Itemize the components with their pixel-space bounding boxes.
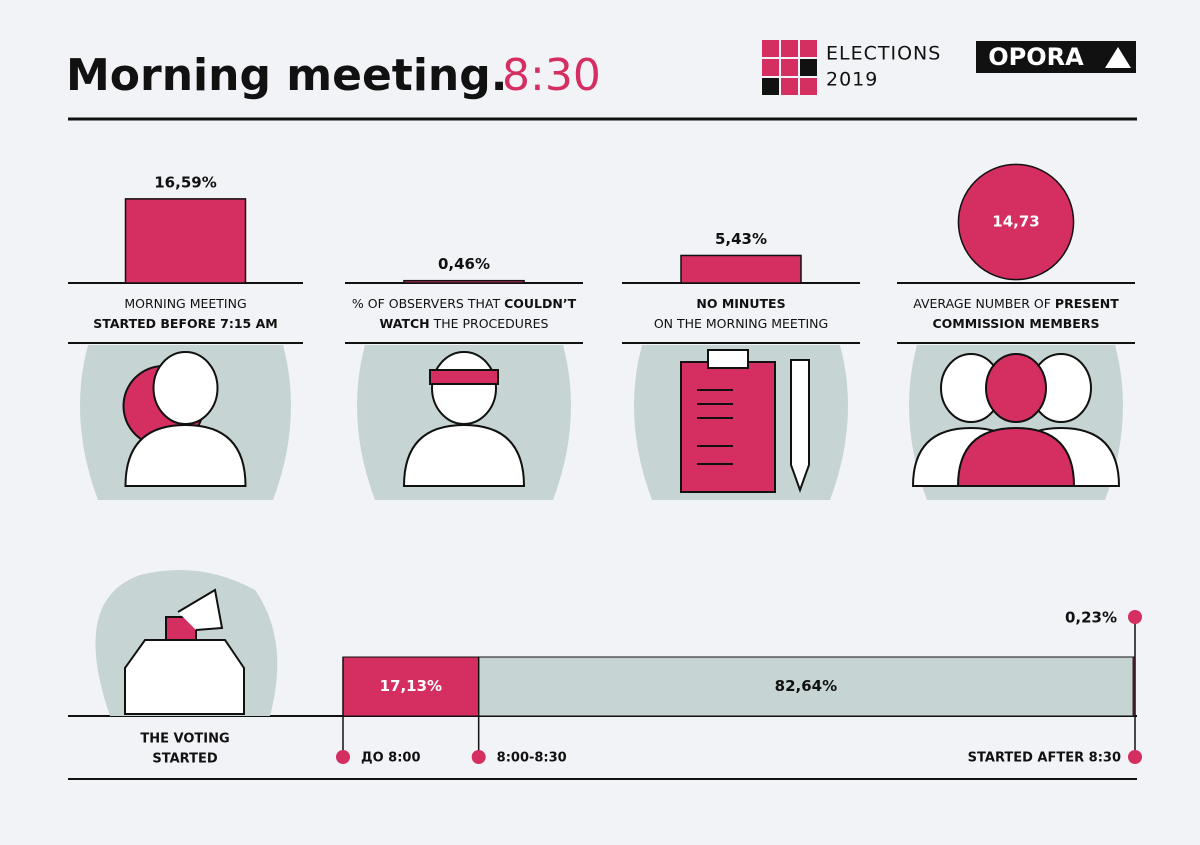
caption-part: % OF OBSERVERS THAT — [352, 296, 504, 311]
icon — [680, 349, 810, 493]
brand: OPORA — [988, 43, 1084, 71]
marker-dot — [1128, 610, 1142, 624]
caption: ON THE MORNING MEETING — [654, 316, 828, 331]
body — [124, 423, 247, 487]
body — [956, 426, 1076, 487]
logo-line: ELECTIONS — [826, 43, 941, 65]
caption-part: MORNING MEETING — [124, 296, 246, 311]
hand — [177, 588, 224, 631]
body — [402, 423, 526, 487]
value-label: 0,23% — [1065, 609, 1117, 627]
segment — [478, 656, 1134, 717]
head — [431, 351, 497, 425]
head — [152, 351, 219, 425]
caption-part: STARTED BEFORE 7:15 AM — [93, 316, 277, 331]
title-time: 8:30 — [502, 50, 601, 101]
segment — [342, 656, 480, 717]
elections-logo — [762, 40, 817, 95]
bar — [680, 254, 802, 284]
caption: NO MINUTES — [696, 296, 785, 311]
caption: COMMISSION MEMBERS — [933, 316, 1100, 331]
blindfold — [429, 369, 499, 385]
range-label: 8:00-8:30 — [497, 751, 567, 766]
clipboard — [680, 361, 776, 493]
caption: % OF OBSERVERS THAT COULDN’T — [352, 296, 577, 311]
caption: STARTED BEFORE 7:15 AM — [93, 316, 277, 331]
clip — [707, 349, 749, 369]
voting-caption: THE VOTING — [140, 732, 229, 747]
caption-part: NO MINUTES — [696, 296, 785, 311]
caption: AVERAGE NUMBER OF PRESENT — [913, 296, 1119, 311]
caption: WATCH THE PROCEDURES — [380, 316, 549, 331]
range-label: ДО 8:00 — [361, 751, 421, 766]
brand-triangle — [1105, 47, 1131, 68]
value-label: 17,13% — [380, 677, 442, 695]
circle — [957, 163, 1075, 281]
voting-caption: STARTED — [152, 752, 217, 767]
marker-dot — [336, 750, 350, 764]
head — [985, 353, 1047, 423]
ballot-box — [124, 639, 245, 715]
value-label: 16,59% — [154, 173, 216, 191]
caption-part: COULDN’T — [504, 296, 577, 311]
icon — [402, 351, 526, 487]
caption-part: COMMISSION MEMBERS — [933, 316, 1100, 331]
logo-line: 2019 — [826, 69, 878, 91]
caption-part: ON THE MORNING MEETING — [654, 316, 828, 331]
caption-part: PRESENT — [1055, 296, 1119, 311]
marker-dot — [1128, 750, 1142, 764]
caption-part: WATCH — [380, 316, 430, 331]
caption: MORNING MEETING — [124, 296, 246, 311]
bar — [124, 198, 247, 284]
icon — [122, 351, 247, 487]
caption-part: AVERAGE NUMBER OF — [913, 296, 1055, 311]
caption-part: THE PROCEDURES — [430, 316, 549, 331]
icon — [911, 353, 1121, 487]
marker-dot — [471, 750, 486, 764]
value-label: 0,46% — [438, 255, 490, 273]
title: Morning meeting. — [66, 50, 507, 101]
value-label: 5,43% — [715, 230, 767, 248]
value-label: 82,64% — [775, 677, 837, 695]
pencil — [790, 359, 810, 493]
bar — [403, 279, 525, 284]
value-label: 14,73 — [992, 213, 1039, 231]
range-label: STARTED AFTER 8:30 — [968, 751, 1121, 766]
